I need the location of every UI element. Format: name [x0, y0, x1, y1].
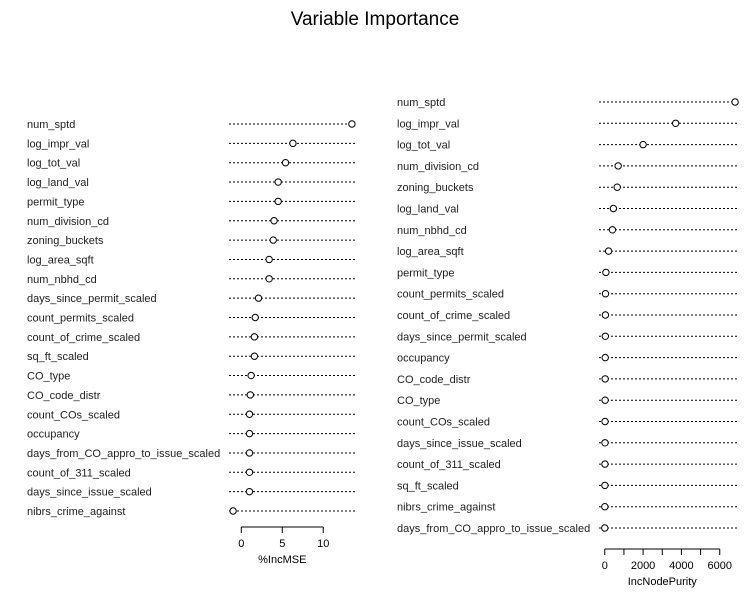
- inc-mse-point: [247, 371, 255, 380]
- inc-node-purity-label: days_from_CO_appro_to_issue_scaled: [397, 523, 590, 535]
- inc-node-purity-label: CO_type: [397, 395, 440, 407]
- inc-node-purity-label: sq_ft_scaled: [397, 480, 459, 492]
- inc-mse-tick-label: 5: [279, 538, 285, 550]
- inc-mse-point: [289, 139, 297, 148]
- inc-node-purity-point: [613, 183, 621, 191]
- inc-node-purity-point: [601, 375, 609, 383]
- inc-node-purity-label: occupancy: [397, 353, 450, 365]
- inc-node-purity-point: [601, 311, 610, 319]
- inc-node-purity-point: [601, 460, 609, 468]
- inc-mse-label: count_permits_scaled: [27, 313, 134, 325]
- inc-node-purity-tick-label: 0: [602, 560, 608, 572]
- inc-mse-point: [269, 236, 277, 244]
- inc-node-purity-label: count_of_crime_scaled: [397, 310, 510, 322]
- inc-mse-tick-label: 10: [317, 538, 329, 550]
- inc-mse-point: [274, 178, 282, 186]
- inc-mse-label: num_division_cd: [27, 216, 109, 228]
- inc-node-purity-label: num_nbhd_cd: [397, 225, 467, 237]
- inc-mse-point: [265, 255, 273, 264]
- inc-mse-label: count_COs_scaled: [27, 409, 120, 421]
- inc-node-purity-point: [601, 481, 609, 490]
- inc-node-purity-label: days_since_issue_scaled: [397, 438, 522, 450]
- inc-mse-point: [281, 159, 290, 167]
- inc-mse-label: count_of_crime_scaled: [27, 332, 140, 344]
- inc-node-purity-tick-label: 6000: [708, 560, 732, 572]
- inc-node-purity-point: [614, 162, 622, 170]
- inc-mse-point: [251, 313, 259, 322]
- inc-mse-label: nibrs_crime_against: [27, 506, 125, 518]
- inc-node-purity-label: count_of_311_scaled: [397, 459, 501, 471]
- inc-node-purity-point: [731, 98, 739, 106]
- inc-mse-point: [348, 120, 356, 128]
- inc-node-purity-label: CO_code_distr: [397, 374, 471, 386]
- inc-mse-point: [270, 217, 278, 225]
- inc-mse-label: occupancy: [27, 429, 80, 441]
- inc-node-purity-label: log_impr_val: [397, 118, 459, 130]
- inc-mse-label: log_area_sqft: [27, 254, 94, 266]
- inc-node-purity-point: [639, 140, 647, 149]
- inc-mse-point: [265, 275, 273, 283]
- inc-mse-point: [245, 429, 254, 438]
- inc-node-purity-label: log_area_sqft: [397, 246, 464, 258]
- inc-node-purity-point: [601, 417, 609, 426]
- inc-mse-point: [245, 487, 254, 496]
- inc-mse-point: [250, 352, 259, 360]
- inc-mse-label: days_from_CO_appro_to_issue_scaled: [27, 448, 220, 460]
- inc-mse-label: log_land_val: [27, 177, 89, 189]
- inc-mse-label: CO_code_distr: [27, 390, 101, 402]
- inc-node-purity-point: [601, 439, 609, 447]
- inc-node-purity-label: num_sptd: [397, 97, 445, 109]
- inc-node-purity-label: log_tot_val: [397, 140, 450, 152]
- inc-node-purity-label: log_land_val: [397, 204, 459, 216]
- inc-mse-point: [246, 391, 255, 399]
- inc-node-purity-tick-label: 4000: [669, 560, 693, 572]
- inc-mse-label: log_impr_val: [27, 138, 89, 150]
- inc-mse-label: num_nbhd_cd: [27, 274, 97, 286]
- inc-mse-point: [245, 468, 254, 476]
- inc-node-purity-point: [671, 119, 680, 128]
- inc-node-purity-label: count_permits_scaled: [397, 289, 504, 301]
- inc-node-purity-label: zoning_buckets: [397, 182, 474, 194]
- inc-mse-label: permit_type: [27, 196, 84, 208]
- inc-mse-label: count_of_311_scaled: [27, 467, 131, 479]
- inc-node-purity-label: days_since_permit_scaled: [397, 331, 527, 343]
- inc-mse-label: log_tot_val: [27, 158, 80, 170]
- inc-node-purity-point: [604, 247, 613, 255]
- inc-mse-point: [245, 449, 254, 457]
- chart-title: Variable Importance: [291, 9, 460, 30]
- inc-node-purity-point: [601, 396, 609, 404]
- inc-mse-axis-title: %IncMSE: [258, 554, 306, 566]
- inc-mse-point: [245, 410, 254, 418]
- inc-mse-point: [274, 197, 282, 206]
- panel-inc-node-purity: num_sptd log_impr_val log_tot_val num_divis…: [397, 97, 739, 588]
- inc-node-purity-point: [601, 290, 610, 298]
- inc-mse-label: days_since_issue_scaled: [27, 487, 152, 499]
- inc-mse-tick-label: 0: [238, 538, 244, 550]
- inc-node-purity-point: [601, 353, 609, 362]
- inc-node-purity-axis-title: IncNodePurity: [628, 576, 698, 588]
- inc-node-purity-point: [601, 524, 609, 532]
- inc-node-purity-label: count_COs_scaled: [397, 417, 490, 429]
- inc-node-purity-label: nibrs_crime_against: [397, 502, 495, 514]
- inc-mse-label: CO_type: [27, 371, 70, 383]
- inc-node-purity-point: [602, 268, 610, 277]
- inc-mse-point: [229, 507, 237, 515]
- inc-node-purity-point: [608, 226, 617, 234]
- inc-mse-point: [254, 294, 263, 302]
- inc-node-purity-point: [609, 204, 618, 213]
- inc-node-purity-label: permit_type: [397, 267, 454, 279]
- inc-node-purity-point: [601, 332, 610, 340]
- inc-mse-label: days_since_permit_scaled: [27, 293, 157, 305]
- inc-mse-point: [250, 333, 259, 341]
- inc-node-purity-label: num_division_cd: [397, 161, 479, 173]
- panel-inc-mse: num_sptd log_impr_val log_tot_val log_land_…: [27, 119, 356, 566]
- inc-mse-label: sq_ft_scaled: [27, 351, 89, 363]
- inc-node-purity-tick-label: 2000: [631, 560, 655, 572]
- inc-node-purity-point: [601, 503, 609, 511]
- inc-mse-label: num_sptd: [27, 119, 75, 131]
- inc-mse-label: zoning_buckets: [27, 235, 104, 247]
